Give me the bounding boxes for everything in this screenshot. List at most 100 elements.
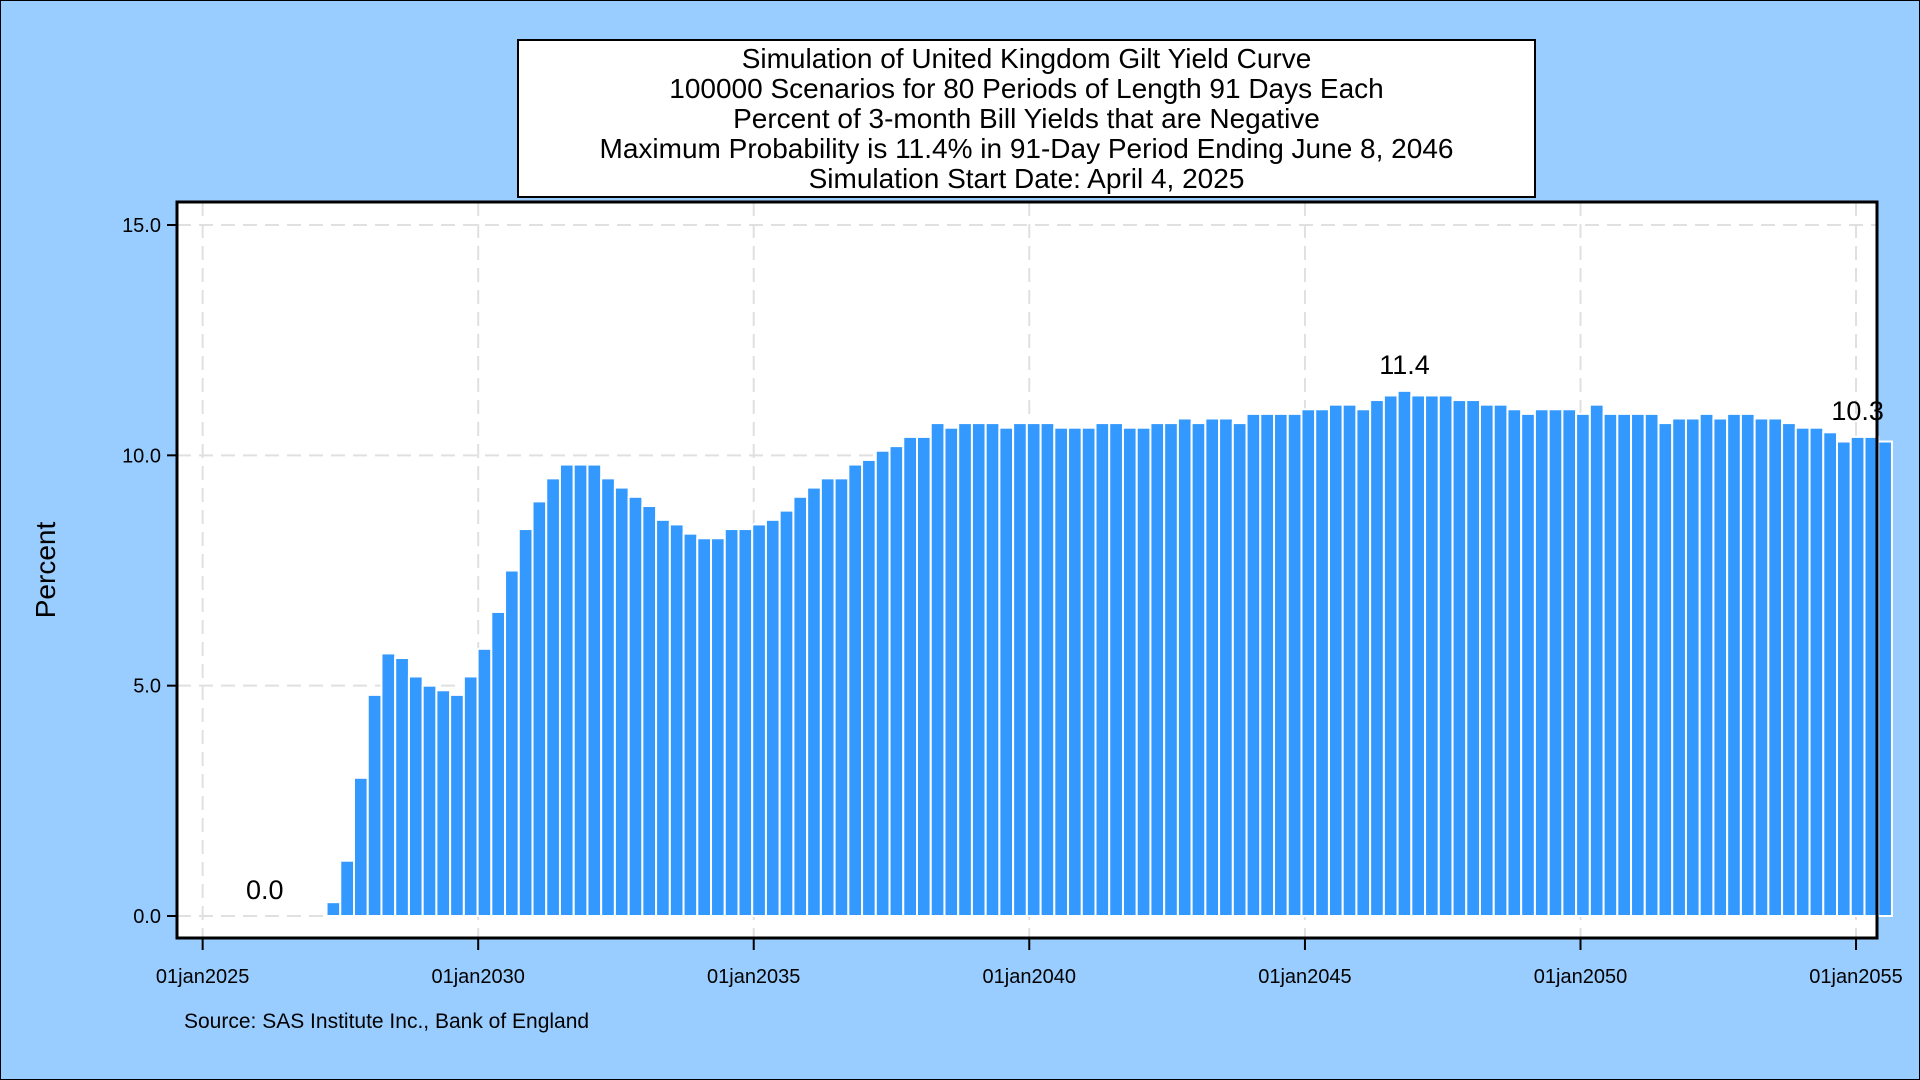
bar	[710, 537, 726, 918]
bar	[1121, 426, 1138, 917]
bar	[1094, 422, 1111, 917]
bar	[1286, 412, 1303, 917]
bar	[1726, 412, 1742, 917]
x-tick-label: 01jan2030	[431, 966, 524, 988]
bar	[1877, 440, 1893, 917]
source-note: Source: SAS Institute Inc., Bank of Engl…	[184, 1010, 590, 1033]
bar	[1012, 422, 1028, 917]
bar	[1231, 422, 1248, 917]
bar	[462, 675, 479, 917]
bar	[668, 523, 685, 918]
bar	[641, 505, 658, 917]
y-tick-label: 0.0	[133, 906, 161, 928]
bar	[723, 528, 740, 917]
y-tick-label: 10.0	[122, 445, 161, 467]
bar	[449, 693, 465, 917]
bar	[1465, 399, 1481, 917]
title-line-4: Maximum Probability is 11.4% in 91-Day P…	[599, 132, 1454, 164]
bar	[1190, 422, 1207, 917]
x-tick-label: 01jan2025	[156, 966, 249, 988]
bar	[1616, 412, 1633, 917]
bar	[1478, 403, 1495, 917]
bar	[1149, 422, 1166, 917]
bar	[1176, 417, 1193, 917]
bar	[490, 610, 507, 918]
bar	[1382, 394, 1399, 917]
bar	[682, 532, 699, 917]
bar	[806, 486, 822, 917]
title-line-1: Simulation of United Kingdom Gilt Yield …	[741, 42, 1312, 74]
bar	[998, 426, 1015, 917]
bar	[888, 445, 905, 917]
bar	[751, 523, 767, 918]
bar	[1643, 412, 1660, 917]
bar	[1739, 412, 1756, 917]
data-label: 11.4	[1379, 350, 1430, 380]
bar	[1369, 399, 1385, 917]
bar	[1437, 394, 1454, 917]
bar	[353, 776, 369, 917]
bar	[1300, 408, 1317, 917]
bar	[1396, 389, 1413, 917]
bar	[531, 500, 548, 917]
bar	[874, 449, 891, 917]
bar	[970, 422, 987, 917]
bar	[1025, 422, 1042, 917]
bar	[1273, 412, 1289, 917]
bar	[1698, 412, 1715, 917]
bar	[1424, 394, 1440, 917]
bar	[421, 684, 438, 918]
bar	[1849, 435, 1866, 917]
bar	[504, 569, 520, 917]
bar	[1314, 408, 1330, 917]
bar	[1218, 417, 1234, 917]
y-tick-label: 5.0	[133, 676, 161, 698]
bar	[476, 647, 493, 918]
bar	[627, 495, 644, 917]
bar	[1684, 417, 1701, 917]
bar	[1410, 394, 1427, 917]
bar	[833, 477, 850, 917]
bar	[861, 458, 877, 917]
bar	[764, 518, 781, 917]
bar	[1836, 440, 1852, 917]
title-line-2: 100000 Scenarios for 80 Periods of Lengt…	[669, 72, 1384, 104]
bar	[1341, 403, 1358, 917]
title-line-5: Simulation Start Date: April 4, 2025	[808, 162, 1245, 194]
bar	[1492, 403, 1509, 917]
bar	[1822, 431, 1839, 917]
bar	[1671, 417, 1687, 917]
bar	[517, 528, 534, 917]
bar	[600, 477, 616, 917]
bar	[819, 477, 836, 917]
bar	[1163, 422, 1179, 917]
data-label: 10.3	[1831, 396, 1884, 426]
bar	[847, 463, 864, 917]
title-line-3: Percent of 3-month Bill Yields that are …	[733, 102, 1320, 134]
bar	[792, 495, 809, 917]
bar	[407, 675, 424, 917]
bar	[943, 426, 960, 917]
x-tick-label: 01jan2050	[1534, 966, 1627, 988]
chart-title-box: Simulation of United Kingdom Gilt Yield …	[517, 39, 1536, 198]
bar	[1657, 422, 1674, 917]
bar	[558, 463, 575, 917]
bar	[380, 652, 397, 917]
y-tick-label: 15.0	[122, 215, 161, 237]
bar	[1204, 417, 1221, 917]
bar	[984, 422, 1001, 917]
bar	[545, 477, 561, 917]
bar	[1327, 403, 1344, 917]
bar	[572, 463, 589, 917]
bar	[1135, 426, 1152, 917]
bar	[1794, 426, 1811, 917]
bar	[778, 509, 795, 917]
bar	[1602, 412, 1619, 917]
bar	[1533, 408, 1550, 917]
x-tick-label: 01jan2035	[707, 966, 800, 988]
bar	[586, 463, 603, 917]
bar	[1355, 408, 1372, 917]
bar	[1588, 403, 1605, 917]
bar	[1561, 408, 1578, 917]
